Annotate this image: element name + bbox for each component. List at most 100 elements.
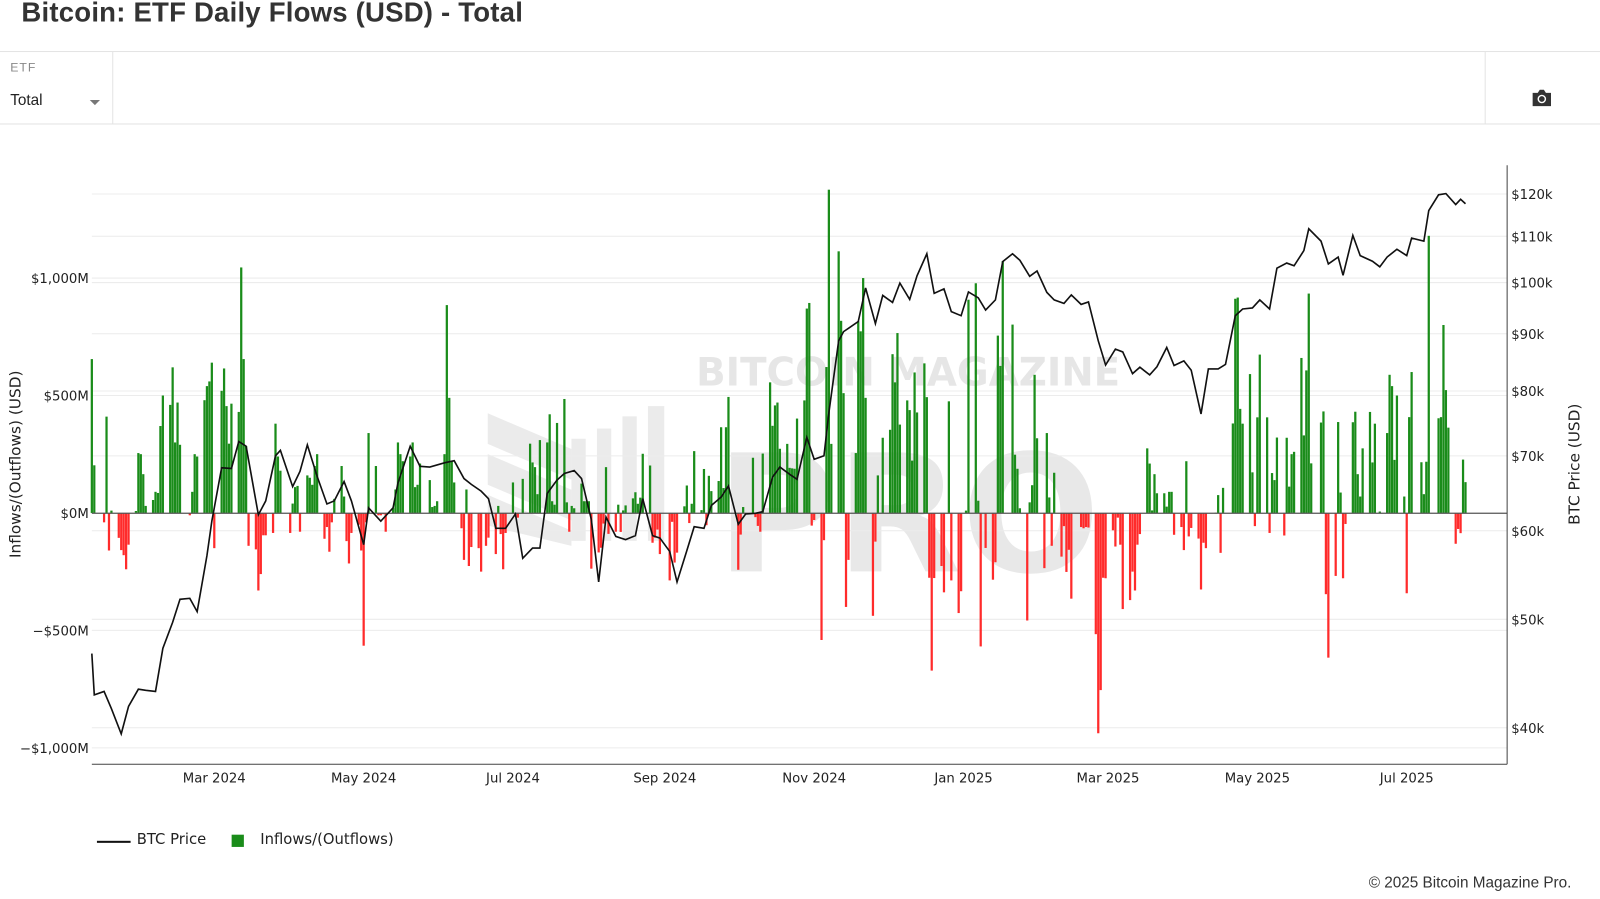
outflow-bar (871, 512, 875, 616)
inflow-bar (947, 401, 950, 513)
inflow-bar (1310, 463, 1313, 513)
outflow-bar (1087, 512, 1090, 528)
outflow-bar (957, 512, 960, 614)
inflow-bar (171, 367, 174, 513)
divider (112, 52, 114, 124)
outflow-bar (739, 512, 742, 535)
inflow-bar (418, 463, 422, 513)
etf-select[interactable]: Total (0, 83, 112, 118)
inflow-bar (631, 498, 635, 513)
inflow-bar (551, 501, 554, 513)
inflow-bar (316, 454, 319, 513)
inflow-bar (1256, 417, 1259, 513)
outflow-bar (673, 512, 676, 563)
inflow-bar (533, 467, 537, 513)
inflow-bar (154, 491, 157, 513)
inflow-bar (773, 405, 777, 513)
inflow-bar (1420, 462, 1423, 513)
outflow-bar (1344, 512, 1347, 524)
inflow-bar (634, 492, 637, 513)
inflow-bar (110, 510, 113, 513)
inflow-bar (1393, 459, 1396, 513)
watermark-text: BITCOIN MAGAZINE (696, 351, 1120, 396)
inflow-bar (1148, 463, 1151, 513)
outflow-bar (357, 512, 360, 525)
inflow-bar (1403, 496, 1406, 513)
inflow-bar (1273, 480, 1276, 513)
x-tick-label: Nov 2024 (782, 772, 846, 787)
outflow-bar (467, 512, 470, 567)
inflow-bar (1234, 298, 1237, 513)
inflow-bar (1053, 472, 1056, 513)
inflow-bar (1351, 422, 1354, 513)
inflow-bar (465, 489, 468, 513)
outflow-bar (107, 512, 111, 551)
left-axis-title: Inflows/(Outflows) (USD) (6, 371, 24, 558)
inflow-bar (1001, 261, 1004, 513)
inflow-bar (964, 510, 968, 513)
outflow-bar (822, 512, 826, 541)
inflow-bar (497, 505, 500, 513)
outflow-bar (1457, 512, 1460, 529)
inflow-bar (169, 404, 172, 513)
inflow-bar (585, 501, 588, 513)
inflow-bar (1354, 411, 1357, 513)
outflow-bar (379, 512, 382, 516)
inflow-bar (967, 299, 970, 513)
outflow-bar (462, 512, 466, 560)
outflow-bar (1327, 512, 1330, 658)
outflow-bar (247, 512, 250, 546)
outflow-bar (347, 512, 351, 564)
inflow-bar (1151, 510, 1154, 513)
inflow-bar (433, 505, 436, 513)
outflow-bar (1138, 512, 1142, 535)
outflow-bar (350, 512, 353, 533)
inflow-bar (1410, 372, 1413, 513)
inflow-bar (839, 320, 843, 513)
inflow-bar (617, 504, 620, 513)
outflow-bar (847, 512, 850, 560)
inflow-bar (528, 443, 532, 513)
right-tick-label: $90k (1511, 328, 1544, 343)
outflow-bar (1043, 512, 1046, 569)
etf-label: ETF (10, 60, 37, 75)
outflow-bar (188, 512, 191, 516)
inflow-bar (413, 487, 417, 513)
copyright: © 2025 Bitcoin Magazine Pro. (1368, 874, 1572, 892)
inflow-bar (1371, 462, 1374, 513)
inflow-bar (915, 412, 919, 513)
camera-icon[interactable] (1531, 89, 1553, 107)
inflow-bar (340, 466, 343, 513)
inflow-bar (203, 400, 206, 513)
outflow-bar (1026, 512, 1029, 621)
inflow-bar (521, 478, 524, 513)
inflow-bar (1251, 472, 1254, 513)
inflow-bar (876, 475, 879, 513)
outflow-bar (1067, 512, 1070, 550)
inflow-bar (1361, 448, 1364, 513)
inflow-bar (719, 427, 723, 513)
line-swatch-icon (96, 840, 131, 843)
outflow-bar (656, 512, 659, 530)
inflow-bar (795, 418, 799, 513)
inflow-bar (445, 305, 448, 513)
inflow-bar (761, 453, 764, 513)
inflow-bar (237, 411, 240, 513)
inflow-bar (1319, 422, 1323, 513)
inflow-bar (793, 468, 796, 513)
inflow-bar (702, 468, 706, 513)
inflow-bar (1170, 491, 1173, 513)
inflow-bar (1356, 474, 1359, 513)
inflow-bar (553, 504, 556, 513)
outflow-bar (504, 512, 507, 533)
etf-selected-value: Total (10, 91, 43, 110)
outflow-bar (928, 512, 931, 578)
outflow-bar (820, 512, 823, 640)
inflow-bar (690, 503, 693, 513)
inflow-bar (1266, 417, 1269, 513)
right-tick-label: $80k (1511, 385, 1544, 400)
x-axis-ticks: Mar 2024 May 2024 Jul 2024 Sep 2024 Nov 2024… (183, 772, 1434, 787)
inflow-bar (727, 396, 730, 513)
right-tick-label: $60k (1511, 525, 1544, 540)
inflow-bar (1031, 485, 1034, 513)
